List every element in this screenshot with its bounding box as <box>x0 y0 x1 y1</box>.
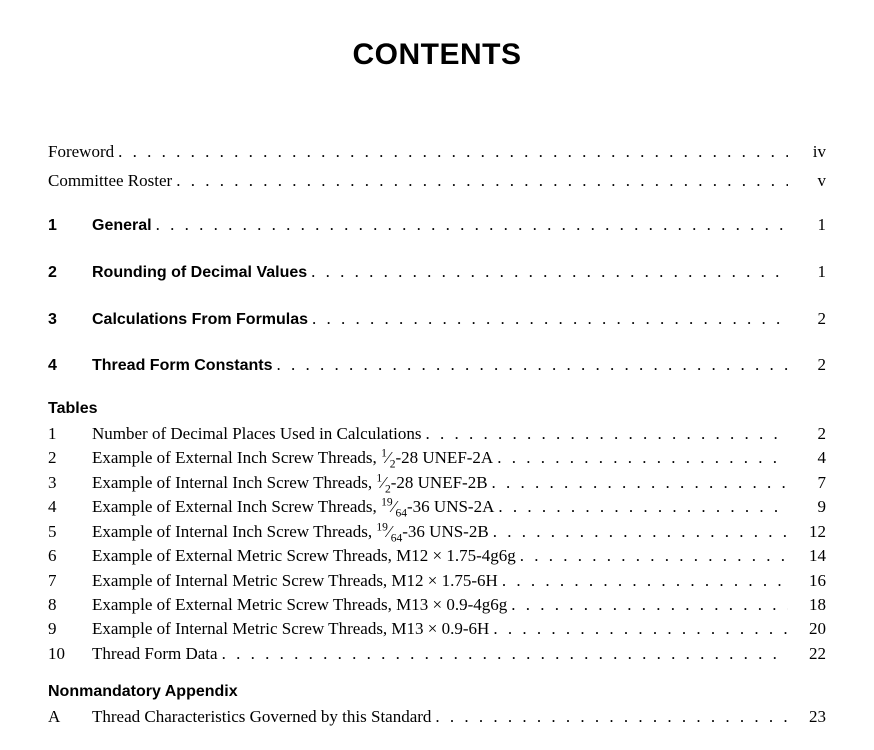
toc-row-section: 2Rounding of Decimal Values 1 <box>48 260 826 285</box>
toc-num: 4 <box>48 495 92 518</box>
leader-dots <box>176 169 788 194</box>
toc-row-section: 4Thread Form Constants 2 <box>48 353 826 378</box>
toc-row-appendix: A Thread Characteristics Governed by thi… <box>48 705 826 728</box>
toc-label: Example of Internal Inch Screw Threads, … <box>92 471 488 494</box>
tables-list: 1Number of Decimal Places Used in Calcul… <box>48 422 826 666</box>
leader-dots <box>493 520 788 543</box>
toc-row-table: 7Example of Internal Metric Screw Thread… <box>48 569 826 592</box>
toc-label: Example of Internal Metric Screw Threads… <box>92 569 498 592</box>
toc-num: 7 <box>48 569 92 592</box>
toc-label: Thread Form Constants <box>92 354 272 377</box>
toc-page: 4 <box>792 446 826 469</box>
leader-dots <box>498 495 788 518</box>
toc-label: Example of External Inch Screw Threads, … <box>92 495 494 518</box>
toc-page: 2 <box>792 307 826 332</box>
toc-row-table: 9Example of Internal Metric Screw Thread… <box>48 617 826 640</box>
toc-row-committee-roster: Committee Roster v <box>48 169 826 194</box>
leader-dots <box>312 307 788 332</box>
toc-num: 6 <box>48 544 92 567</box>
toc-label: Thread Characteristics Governed by this … <box>92 705 431 728</box>
toc-label: Number of Decimal Places Used in Calcula… <box>92 422 422 445</box>
toc-page: 14 <box>792 544 826 567</box>
toc-page: 16 <box>792 569 826 592</box>
toc-label: Example of Internal Inch Screw Threads, … <box>92 520 489 543</box>
toc-num: A <box>48 705 92 728</box>
toc-label: Rounding of Decimal Values <box>92 261 307 284</box>
toc-row-foreword: Foreword iv <box>48 140 826 165</box>
toc-row-section: 1General1 <box>48 213 826 238</box>
toc-num: 10 <box>48 642 92 665</box>
toc-num: 3 <box>48 308 92 331</box>
toc-num: 4 <box>48 354 92 377</box>
leader-dots <box>222 642 788 665</box>
appendix-heading: Nonmandatory Appendix <box>48 683 826 701</box>
leader-dots <box>426 422 788 445</box>
toc-page: 9 <box>792 495 826 518</box>
toc-num: 8 <box>48 593 92 616</box>
toc-label: Example of External Inch Screw Threads, … <box>92 446 493 469</box>
toc-row-table: 10Thread Form Data 22 <box>48 642 826 665</box>
toc-row-table: 8Example of External Metric Screw Thread… <box>48 593 826 616</box>
toc-page: v <box>792 169 826 194</box>
leader-dots <box>276 353 788 378</box>
toc-label: General <box>92 214 152 237</box>
toc-num: 2 <box>48 446 92 469</box>
leader-dots <box>493 617 788 640</box>
toc-label: Example of External Metric Screw Threads… <box>92 544 516 567</box>
leader-dots <box>502 569 788 592</box>
toc-row-section: 3Calculations From Formulas 2 <box>48 307 826 332</box>
toc-page: 12 <box>792 520 826 543</box>
toc-row-table: 6Example of External Metric Screw Thread… <box>48 544 826 567</box>
toc-num: 1 <box>48 422 92 445</box>
toc-row-table: 3Example of Internal Inch Screw Threads,… <box>48 471 826 494</box>
toc-num: 3 <box>48 471 92 494</box>
toc-label: Calculations From Formulas <box>92 308 308 331</box>
toc-row-table: 4Example of External Inch Screw Threads,… <box>48 495 826 518</box>
leader-dots <box>435 705 788 728</box>
leader-dots <box>520 544 788 567</box>
leader-dots <box>492 471 788 494</box>
toc-label: Foreword <box>48 140 114 165</box>
toc-label: Example of Internal Metric Screw Threads… <box>92 617 489 640</box>
toc-label: Committee Roster <box>48 169 172 194</box>
leader-dots <box>497 446 788 469</box>
front-matter: Foreword iv Committee Roster v <box>48 140 826 193</box>
toc-page: 2 <box>792 422 826 445</box>
leader-dots <box>156 213 788 238</box>
toc-page: 22 <box>792 642 826 665</box>
leader-dots <box>311 260 788 285</box>
toc-page: 2 <box>792 353 826 378</box>
toc-page: iv <box>792 140 826 165</box>
toc-row-table: 2Example of External Inch Screw Threads,… <box>48 446 826 469</box>
toc-num: 9 <box>48 617 92 640</box>
toc-page: 7 <box>792 471 826 494</box>
tables-heading: Tables <box>48 400 826 418</box>
toc-num: 5 <box>48 520 92 543</box>
toc-page: 18 <box>792 593 826 616</box>
toc-label: Example of External Metric Screw Threads… <box>92 593 507 616</box>
sections-list: 1General12Rounding of Decimal Values13Ca… <box>48 213 826 378</box>
toc-label: Thread Form Data <box>92 642 218 665</box>
contents-title: CONTENTS <box>48 38 826 72</box>
toc-num: 2 <box>48 261 92 284</box>
toc-page: 23 <box>792 705 826 728</box>
toc-page: 20 <box>792 617 826 640</box>
toc-page: 1 <box>792 260 826 285</box>
leader-dots <box>118 140 788 165</box>
leader-dots <box>511 593 788 616</box>
toc-page: 1 <box>792 213 826 238</box>
toc-row-table: 5Example of Internal Inch Screw Threads,… <box>48 520 826 543</box>
toc-num: 1 <box>48 214 92 237</box>
toc-row-table: 1Number of Decimal Places Used in Calcul… <box>48 422 826 445</box>
